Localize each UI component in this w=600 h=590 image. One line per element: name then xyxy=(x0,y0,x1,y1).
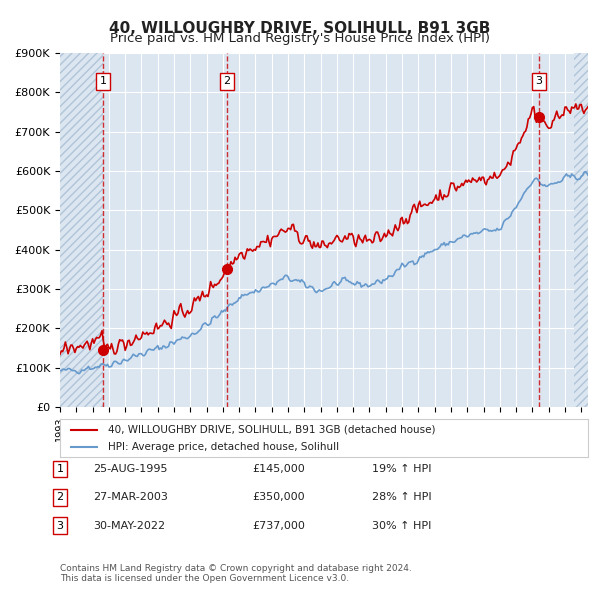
Text: 30-MAY-2022: 30-MAY-2022 xyxy=(93,521,165,530)
Text: 25-AUG-1995: 25-AUG-1995 xyxy=(93,464,167,474)
Text: Contains HM Land Registry data © Crown copyright and database right 2024.
This d: Contains HM Land Registry data © Crown c… xyxy=(60,563,412,583)
Text: £350,000: £350,000 xyxy=(252,493,305,502)
Text: 30% ↑ HPI: 30% ↑ HPI xyxy=(372,521,431,530)
Bar xyxy=(574,53,588,407)
Text: 2: 2 xyxy=(56,493,64,502)
Text: 40, WILLOUGHBY DRIVE, SOLIHULL, B91 3GB (detached house): 40, WILLOUGHBY DRIVE, SOLIHULL, B91 3GB … xyxy=(107,425,435,435)
Text: £737,000: £737,000 xyxy=(252,521,305,530)
Text: 28% ↑ HPI: 28% ↑ HPI xyxy=(372,493,431,502)
Text: 2: 2 xyxy=(223,77,230,86)
Text: 40, WILLOUGHBY DRIVE, SOLIHULL, B91 3GB: 40, WILLOUGHBY DRIVE, SOLIHULL, B91 3GB xyxy=(109,21,491,35)
Bar xyxy=(60,53,103,407)
Text: 3: 3 xyxy=(536,77,542,86)
Text: £145,000: £145,000 xyxy=(252,464,305,474)
Text: HPI: Average price, detached house, Solihull: HPI: Average price, detached house, Soli… xyxy=(107,441,338,451)
Text: 27-MAR-2003: 27-MAR-2003 xyxy=(93,493,168,502)
Text: 19% ↑ HPI: 19% ↑ HPI xyxy=(372,464,431,474)
Text: 1: 1 xyxy=(100,77,107,86)
Text: 1: 1 xyxy=(56,464,64,474)
Text: 3: 3 xyxy=(56,521,64,530)
Text: Price paid vs. HM Land Registry's House Price Index (HPI): Price paid vs. HM Land Registry's House … xyxy=(110,32,490,45)
